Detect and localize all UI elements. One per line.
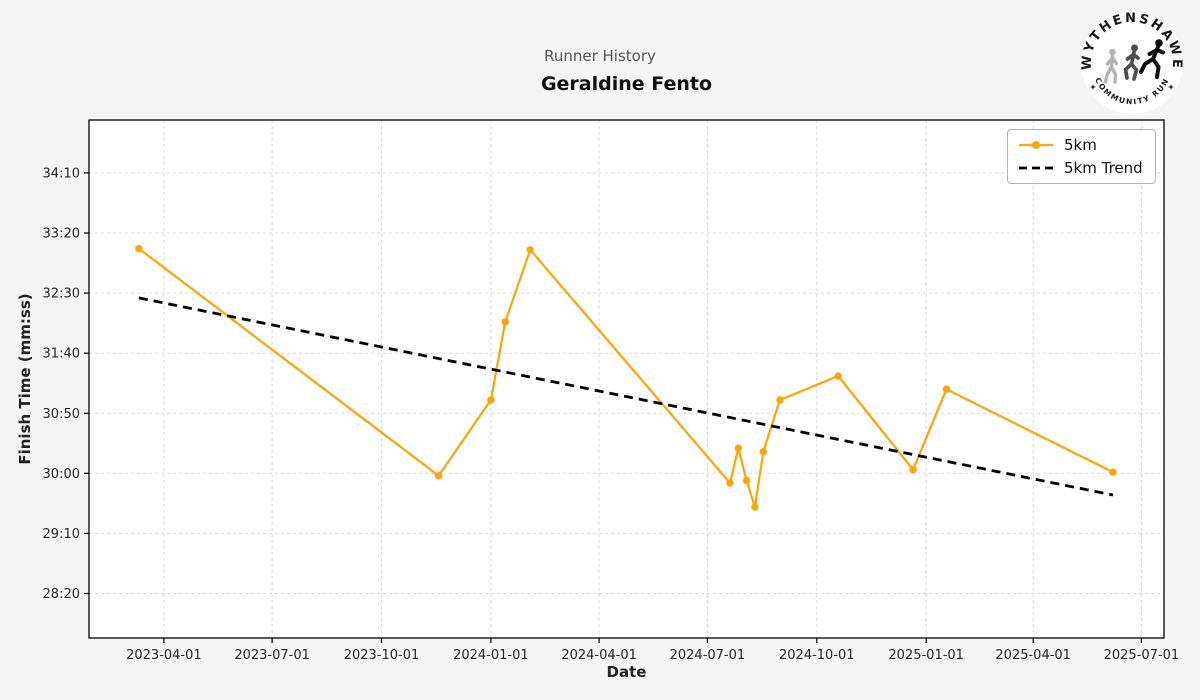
y-axis-title: Finish Time (mm:ss) xyxy=(16,293,34,465)
svg-text:2025-01-01: 2025-01-01 xyxy=(888,648,964,663)
svg-text:2024-07-01: 2024-07-01 xyxy=(670,648,746,663)
logo-star-right xyxy=(1168,84,1174,90)
legend-item-5km-trend: 5km Trend xyxy=(1017,159,1155,177)
runner-name-title: Geraldine Fento xyxy=(540,73,713,95)
svg-text:2023-10-01: 2023-10-01 xyxy=(344,648,420,663)
svg-text:2023-07-01: 2023-07-01 xyxy=(234,648,310,663)
runner-jogging-icon xyxy=(1123,44,1140,81)
legend: 5km 5km Trend xyxy=(1007,129,1156,184)
club-logo: WYTHENSHAWE COMMUNITY RUN xyxy=(1080,11,1184,115)
runner-walking-icon xyxy=(1103,48,1119,84)
chart-suptitle: Runner History xyxy=(544,47,656,65)
svg-text:28:20: 28:20 xyxy=(43,587,80,602)
svg-text:34:10: 34:10 xyxy=(43,166,80,181)
svg-text:32:30: 32:30 xyxy=(43,287,80,302)
svg-text:31:40: 31:40 xyxy=(43,347,80,362)
svg-text:33:20: 33:20 xyxy=(43,227,80,242)
legend-trend-label: 5km Trend xyxy=(1064,159,1143,178)
logo-star-left xyxy=(1090,84,1096,90)
svg-text:2025-07-01: 2025-07-01 xyxy=(1104,648,1180,663)
svg-text:30:00: 30:00 xyxy=(43,467,80,482)
svg-text:2024-01-01: 2024-01-01 xyxy=(453,648,529,663)
svg-text:30:50: 30:50 xyxy=(43,407,80,422)
legend-item-5km: 5km xyxy=(1017,136,1155,154)
svg-text:2024-04-01: 2024-04-01 xyxy=(561,648,637,663)
x-axis-title: Date xyxy=(606,663,647,681)
svg-text:29:10: 29:10 xyxy=(43,527,80,542)
legend-5km-line-sample xyxy=(1019,140,1053,149)
svg-text:2024-10-01: 2024-10-01 xyxy=(779,648,855,663)
svg-text:2025-04-01: 2025-04-01 xyxy=(995,648,1071,663)
svg-text:2023-04-01: 2023-04-01 xyxy=(126,648,202,663)
legend-5km-label: 5km xyxy=(1064,135,1097,154)
legend-trend-line-sample xyxy=(1019,166,1053,170)
runner-sprinting-icon xyxy=(1139,39,1165,79)
